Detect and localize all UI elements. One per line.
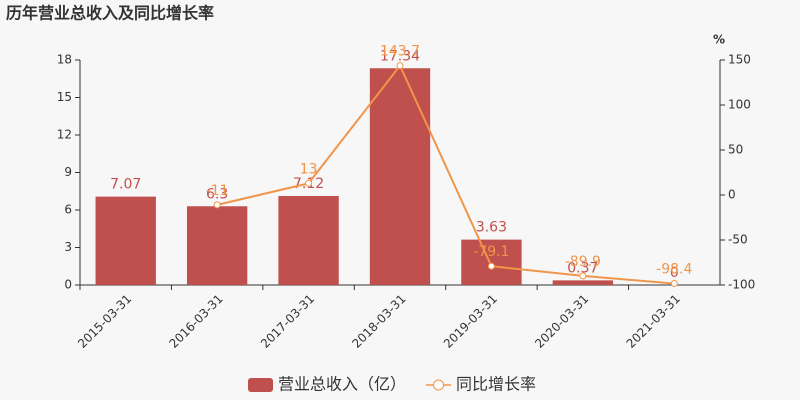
line-point xyxy=(396,62,404,70)
y2-tick-label: -100 xyxy=(728,278,755,292)
y2-tick-label: 50 xyxy=(728,143,743,157)
y2-tick-label: 150 xyxy=(728,53,751,67)
bar-value-label: 7.07 xyxy=(110,177,141,193)
bar-value-label: 3.63 xyxy=(476,220,507,236)
line-value-label: -98.4 xyxy=(656,262,692,278)
bar-value-label: 6.3 xyxy=(206,186,228,202)
bar xyxy=(369,68,431,285)
line-value-label: -89.9 xyxy=(565,254,601,270)
chart-title: 历年营业总收入及同比增长率 xyxy=(6,4,214,23)
bar xyxy=(186,206,248,285)
y-tick-label: 12 xyxy=(57,128,72,142)
bar xyxy=(461,239,522,285)
y2-tick-label: 100 xyxy=(728,98,751,112)
bar-value-label: 17.34 xyxy=(380,48,420,64)
legend-swatch xyxy=(433,379,445,391)
y-tick-label: 3 xyxy=(64,240,72,254)
line-point xyxy=(579,272,587,280)
line-point xyxy=(305,179,313,187)
line-point xyxy=(487,262,495,270)
y-tick-label: 6 xyxy=(64,203,72,217)
line-value-label: -11 xyxy=(206,183,229,199)
legend-swatch xyxy=(248,378,273,392)
bar xyxy=(278,196,339,285)
legend-label: 同比增长率 xyxy=(456,375,536,394)
y-tick-label: 15 xyxy=(57,90,72,104)
line-point xyxy=(213,201,221,209)
y2-tick-label: -50 xyxy=(728,233,748,247)
bar-value-label: 0 xyxy=(670,265,679,281)
line-value-label: 143.7 xyxy=(380,44,420,60)
line xyxy=(216,63,675,285)
line-value-label: 13 xyxy=(300,161,318,177)
line-value-label: -79.1 xyxy=(473,244,509,260)
bar-value-label: 0.37 xyxy=(567,260,598,276)
y2-axis-label: % xyxy=(713,33,725,47)
y-tick-label: 18 xyxy=(57,53,72,67)
y-tick-label: 0 xyxy=(64,278,72,292)
line-point xyxy=(670,280,678,288)
legend-label: 营业总收入（亿） xyxy=(278,375,406,394)
y-tick-label: 9 xyxy=(64,165,72,179)
bar xyxy=(95,196,156,285)
y2-tick-label: 0 xyxy=(728,188,736,202)
bar xyxy=(552,280,614,285)
